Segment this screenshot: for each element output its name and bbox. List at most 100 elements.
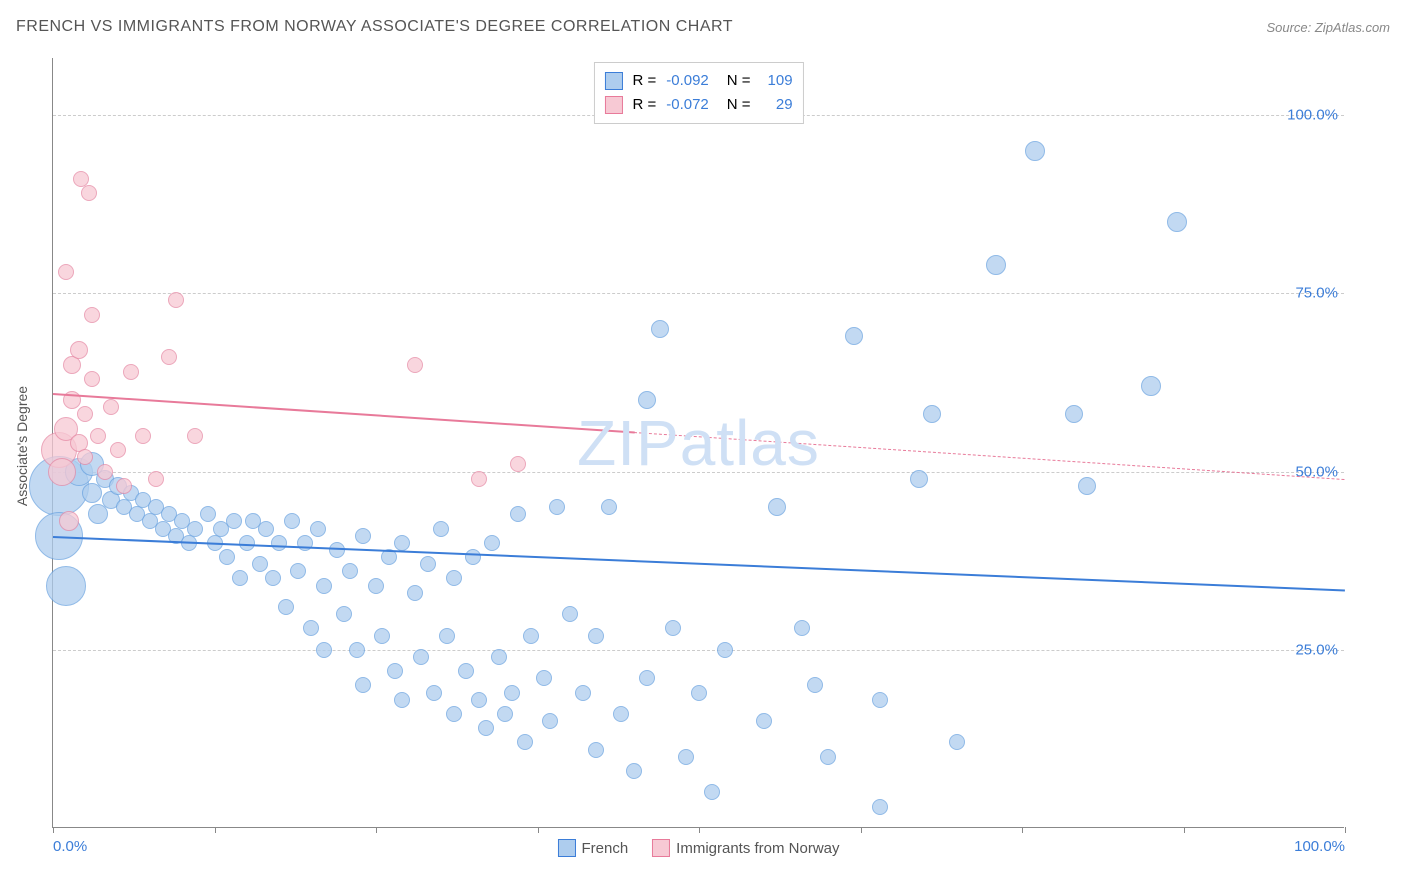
data-point-french (588, 742, 604, 758)
legend-swatch (604, 96, 622, 114)
legend-n-label: N = (727, 93, 751, 117)
legend-swatch (652, 839, 670, 857)
data-point-french (368, 578, 384, 594)
data-point-french (1025, 141, 1045, 161)
data-point-french (310, 521, 326, 537)
data-point-french (394, 692, 410, 708)
data-point-french (601, 499, 617, 515)
data-point-french (355, 677, 371, 693)
data-point-french (252, 556, 268, 572)
data-point-norway (70, 341, 88, 359)
data-point-french (794, 620, 810, 636)
data-point-french (638, 391, 656, 409)
data-point-french (271, 535, 287, 551)
gridline (53, 472, 1344, 473)
xtick (861, 827, 862, 833)
data-point-french (1065, 405, 1083, 423)
data-point-french (1141, 376, 1161, 396)
data-point-french (651, 320, 669, 338)
data-point-french (219, 549, 235, 565)
xtick-label: 0.0% (53, 838, 87, 855)
data-point-french (374, 628, 390, 644)
data-point-french (265, 570, 281, 586)
data-point-norway (84, 307, 100, 323)
xtick-label: 100.0% (1294, 838, 1345, 855)
data-point-norway (81, 185, 97, 201)
data-point-french (471, 692, 487, 708)
data-point-french (845, 327, 863, 345)
data-point-french (549, 499, 565, 515)
xtick (538, 827, 539, 833)
data-point-french (420, 556, 436, 572)
data-point-french (588, 628, 604, 644)
chart-title: FRENCH VS IMMIGRANTS FROM NORWAY ASSOCIA… (16, 18, 733, 36)
legend-series-item: French (557, 839, 628, 857)
ytick-label: 25.0% (1295, 641, 1338, 658)
legend-stats-box: R =-0.092N =109R =-0.072N =29 (593, 62, 803, 124)
data-point-french (484, 535, 500, 551)
data-point-norway (168, 292, 184, 308)
data-point-french (626, 763, 642, 779)
data-point-french (910, 470, 928, 488)
data-point-norway (103, 399, 119, 415)
ytick-label: 75.0% (1295, 285, 1338, 302)
legend-stats-row: R =-0.072N =29 (604, 93, 792, 117)
data-point-french (426, 685, 442, 701)
chart-plot-area: ZIPatlas R =-0.092N =109R =-0.072N =29 F… (52, 58, 1344, 828)
data-point-norway (116, 478, 132, 494)
data-point-french (336, 606, 352, 622)
data-point-french (458, 663, 474, 679)
legend-series-item: Immigrants from Norway (652, 839, 839, 857)
data-point-french (820, 749, 836, 765)
gridline (53, 293, 1344, 294)
data-point-french (465, 549, 481, 565)
data-point-french (639, 670, 655, 686)
data-point-norway (123, 364, 139, 380)
data-point-norway (110, 442, 126, 458)
data-point-french (923, 405, 941, 423)
xtick (1184, 827, 1185, 833)
data-point-french (446, 706, 462, 722)
data-point-french (517, 734, 533, 750)
data-point-french (316, 642, 332, 658)
source-label: Source: ZipAtlas.com (1266, 20, 1390, 35)
y-axis-label: Associate's Degree (14, 386, 30, 506)
data-point-french (187, 521, 203, 537)
legend-n-label: N = (727, 69, 751, 93)
legend-swatch (604, 72, 622, 90)
data-point-norway (510, 456, 526, 472)
data-point-french (542, 713, 558, 729)
data-point-norway (97, 464, 113, 480)
data-point-french (523, 628, 539, 644)
data-point-french (986, 255, 1006, 275)
data-point-french (665, 620, 681, 636)
data-point-french (491, 649, 507, 665)
legend-series: French Immigrants from Norway (557, 839, 839, 857)
data-point-french (439, 628, 455, 644)
data-point-french (536, 670, 552, 686)
data-point-french (562, 606, 578, 622)
data-point-french (413, 649, 429, 665)
data-point-french (478, 720, 494, 736)
data-point-french (407, 585, 423, 601)
legend-n-value: 109 (761, 69, 793, 93)
legend-swatch (557, 839, 575, 857)
data-point-french (446, 570, 462, 586)
data-point-french (872, 799, 888, 815)
data-point-french (290, 563, 306, 579)
data-point-norway (77, 449, 93, 465)
data-point-norway (84, 371, 100, 387)
data-point-french (756, 713, 772, 729)
data-point-french (342, 563, 358, 579)
data-point-french (1167, 212, 1187, 232)
data-point-french (613, 706, 629, 722)
data-point-french (303, 620, 319, 636)
legend-series-label: French (581, 840, 628, 857)
legend-stats-row: R =-0.092N =109 (604, 69, 792, 93)
data-point-french (497, 706, 513, 722)
xtick (1345, 827, 1346, 833)
xtick (1022, 827, 1023, 833)
data-point-norway (407, 357, 423, 373)
data-point-norway (187, 428, 203, 444)
data-point-french (433, 521, 449, 537)
